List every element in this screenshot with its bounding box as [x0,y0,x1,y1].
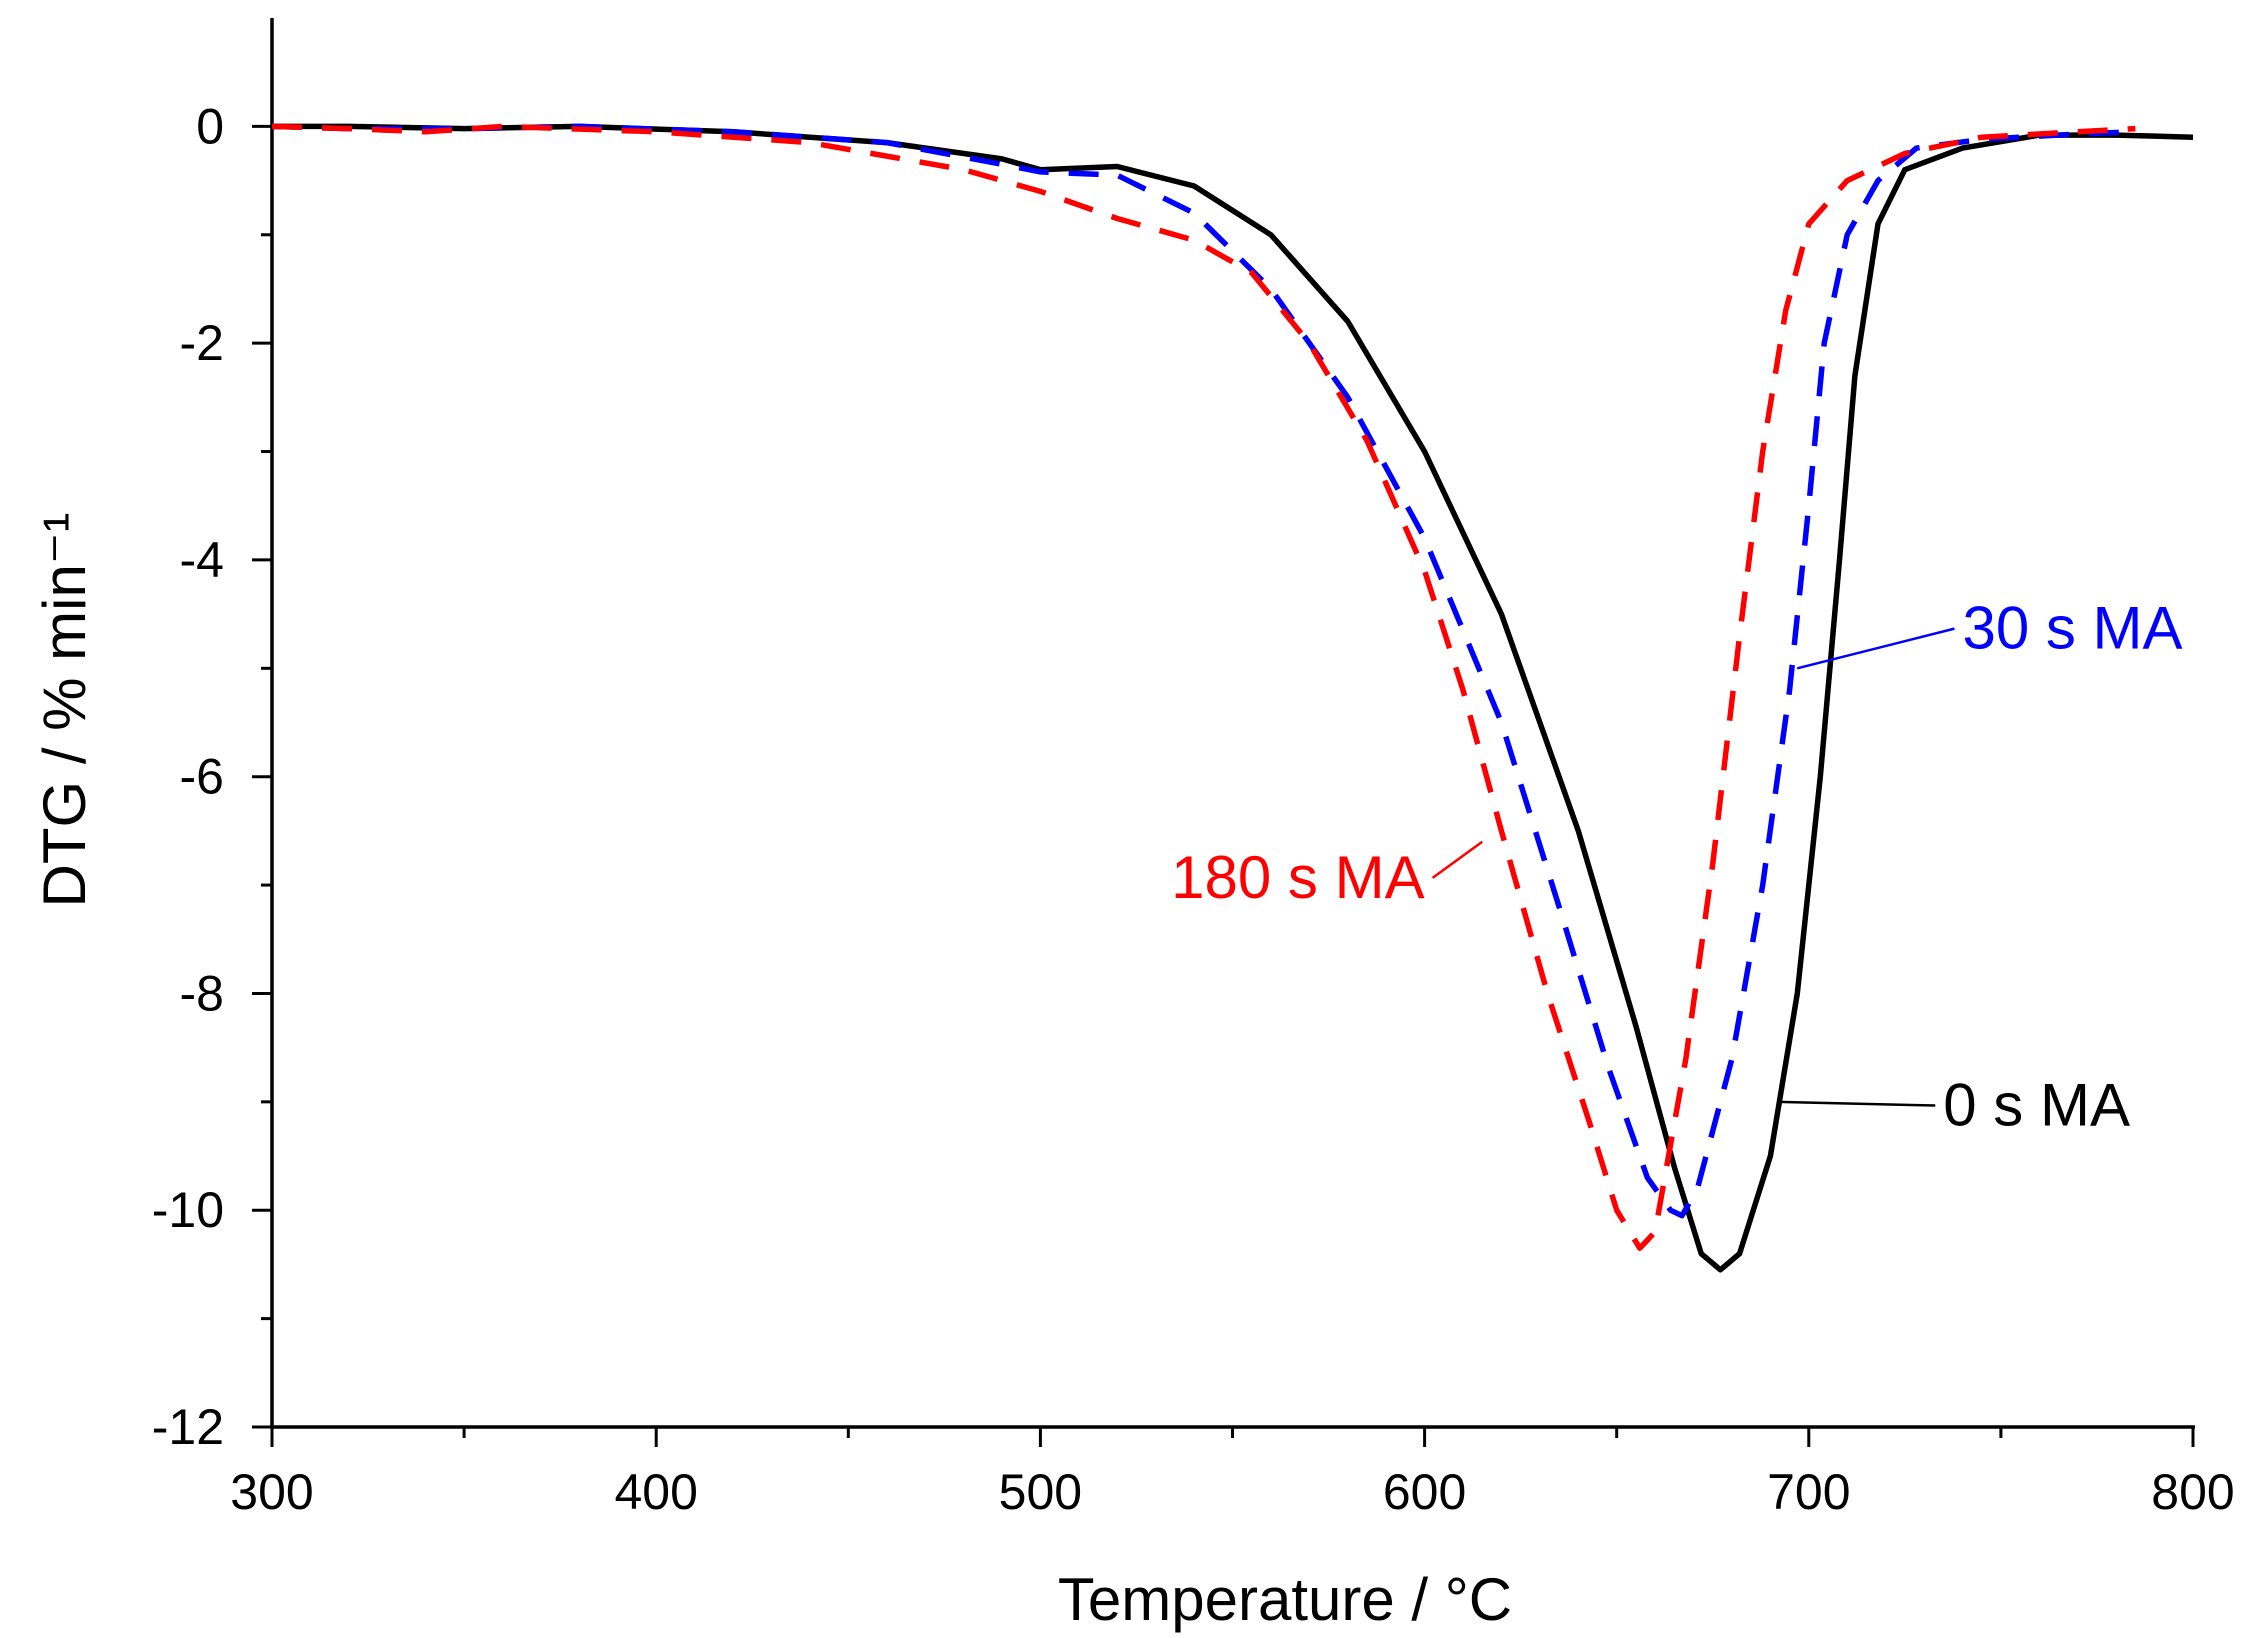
y-tick-label: -10 [152,1182,224,1238]
y-tick-label: -4 [180,532,224,588]
label-leader-30-s-ma [1796,627,1955,670]
x-tick-label: 400 [614,1464,697,1520]
y-tick-label: -8 [180,965,224,1021]
x-tick-label: 300 [230,1464,313,1520]
x-tick-label: 800 [2151,1464,2234,1520]
y-tick-label: -6 [180,749,224,805]
y-tick-label: -12 [152,1399,224,1455]
x-tick-label: 700 [1767,1464,1850,1520]
series-group [271,123,2194,1273]
series-labels: 0 s MA 30 s MA 180 s MA [1171,595,2182,1139]
y-tick-label: -2 [180,315,224,371]
y-tick-label: 0 [196,98,224,154]
series-label-30-s-ma: 30 s MA [1962,595,2182,662]
x-axis-title: Temperature / °C [1058,1566,1512,1633]
y-axis-title: DTG / % min⁻¹ [31,512,98,907]
axes: 300 400 500 600 700 800 0 -2 -4 -6 -8 -10 -12 [152,18,2235,1520]
x-tick-label: 600 [1383,1464,1466,1520]
series-label-180-s-ma: 180 s MA [1171,844,1424,911]
label-leader-180-s-ma [1431,840,1483,879]
series-line-0-s-ma [272,123,2194,1273]
series-line-30-s-ma [271,123,2136,1219]
x-tick-label: 500 [999,1464,1082,1520]
label-leader-0-s-ma [1778,1100,1936,1107]
series-label-0-s-ma: 0 s MA [1943,1072,2130,1139]
series-line-180-s-ma [271,123,2136,1251]
